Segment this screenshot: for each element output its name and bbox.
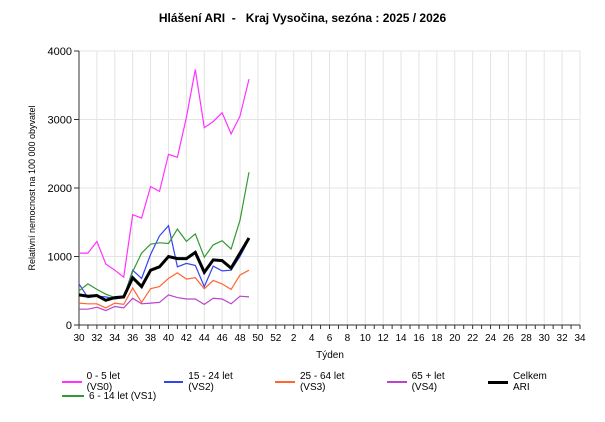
x-tick-label: 44	[199, 333, 211, 344]
data-series	[78, 69, 251, 312]
legend-swatch-icon	[62, 381, 82, 383]
legend-label: 65 + let (VS4)	[411, 371, 445, 393]
legend-row: 6 - 14 let (VS1)	[62, 389, 582, 403]
series-line	[78, 172, 250, 299]
x-tick-label: 10	[360, 333, 372, 344]
x-tick-label: 46	[217, 333, 229, 344]
x-tick-label: 8	[345, 333, 351, 344]
series-line	[78, 269, 250, 309]
series-line	[78, 237, 251, 302]
legend-swatch-icon	[163, 381, 184, 383]
legend-label: 15 - 24 let (VS2)	[188, 371, 233, 393]
x-tick-label: 42	[181, 333, 193, 344]
y-tick-label: 3000	[48, 115, 72, 127]
x-tick-label: 52	[270, 333, 282, 344]
x-tick-label: 30	[539, 333, 551, 344]
legend-item: 65 + let (VS4)	[386, 371, 466, 393]
legend-label: 25 - 64 let (VS3)	[299, 371, 345, 393]
x-tick-label: 34	[574, 333, 586, 344]
legend-item: 0 - 5 let (VS0)	[62, 371, 142, 393]
legend-label: 0 - 5 let (VS0)	[86, 371, 120, 393]
x-tick-label: 16	[413, 333, 425, 344]
x-tick-label: 2	[291, 333, 297, 344]
y-tick-label: 2000	[48, 183, 72, 195]
x-axis-label: Týden	[316, 350, 344, 361]
legend-swatch-icon	[62, 395, 84, 397]
x-tick-label: 48	[234, 333, 246, 344]
x-tick-label: 6	[327, 333, 333, 344]
series-line	[79, 69, 250, 279]
legend-swatch-icon	[275, 381, 295, 383]
series-line	[78, 224, 250, 300]
gridlines	[79, 50, 581, 325]
legend-label: 6 - 14 let (VS1)	[89, 390, 157, 402]
legend-item: 6 - 14 let (VS1)	[62, 391, 156, 402]
legend-item: 25 - 64 let (VS3)	[275, 371, 365, 393]
y-tick-label: 4000	[48, 46, 72, 58]
legend-label: Celkem ARI	[512, 371, 547, 393]
x-tick-label: 18	[431, 333, 443, 344]
x-tick-label: 32	[557, 333, 569, 344]
legend-row: 0 - 5 let (VS0) 15 - 24 let (VS2) 25 - 64 …	[62, 371, 582, 393]
x-tick-label: 30	[73, 333, 85, 344]
x-tick-label: 14	[396, 333, 408, 344]
x-tick-label: 34	[109, 333, 121, 344]
x-tick-label: 26	[503, 333, 515, 344]
y-axis-label: Relativní nemocnost na 100 000 obyvatel	[27, 105, 37, 270]
legend-item: Celkem ARI	[488, 371, 560, 393]
chart-title: Hlášení ARI - Kraj Vysočina, sezóna : 20…	[158, 11, 447, 25]
x-tick-label: 32	[91, 333, 103, 344]
x-tick-label: 22	[467, 333, 479, 344]
x-tick-label: 36	[127, 333, 139, 344]
legend-swatch-icon	[386, 381, 407, 383]
legend-item: 15 - 24 let (VS2)	[163, 371, 254, 393]
x-tick-label: 24	[485, 333, 497, 344]
series-line	[79, 294, 250, 312]
y-tick-label: 0	[66, 320, 72, 332]
x-tick-label: 28	[521, 333, 533, 344]
x-tick-label: 20	[449, 333, 461, 344]
legend-swatch-icon	[488, 380, 508, 384]
x-tick-label: 38	[145, 333, 157, 344]
y-tick-label: 1000	[48, 252, 72, 264]
x-tick-label: 4	[309, 333, 315, 344]
x-tick-label: 40	[163, 333, 175, 344]
x-tick-label: 50	[252, 333, 264, 344]
legend: 0 - 5 let (VS0) 15 - 24 let (VS2) 25 - 64 …	[62, 371, 582, 403]
x-tick-label: 12	[378, 333, 390, 344]
